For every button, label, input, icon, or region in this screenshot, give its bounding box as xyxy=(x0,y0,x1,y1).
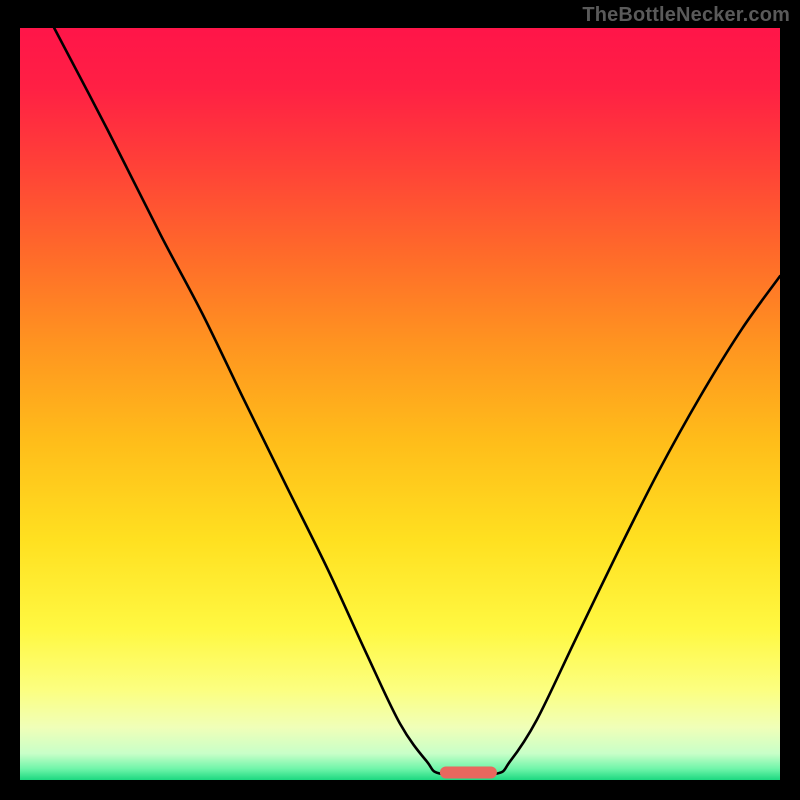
plot-background xyxy=(20,28,780,780)
attribution-text: TheBottleNecker.com xyxy=(582,4,790,27)
bottleneck-chart xyxy=(0,0,800,800)
optimal-marker xyxy=(440,766,497,778)
